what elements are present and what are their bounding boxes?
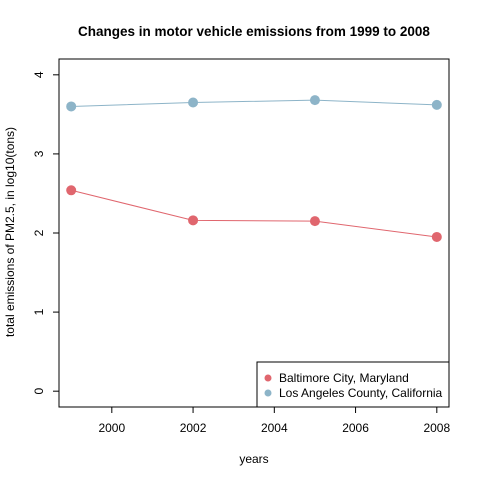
- y-tick-label: 2: [32, 229, 46, 236]
- data-point: [431, 99, 442, 110]
- data-point: [309, 216, 320, 227]
- x-tick-label: 2004: [261, 421, 288, 435]
- legend-label: Baltimore City, Maryland: [279, 371, 409, 385]
- plot-frame: [58, 58, 450, 408]
- legend-box: [256, 361, 450, 408]
- data-point: [66, 185, 77, 196]
- y-tick-label: 0: [32, 388, 46, 395]
- x-tick-label: 2006: [342, 421, 369, 435]
- legend-label: Los Angeles County, California: [279, 386, 443, 400]
- data-point: [188, 215, 199, 226]
- data-point: [309, 95, 320, 106]
- series-line-1: [71, 189, 437, 238]
- y-tick-label: 4: [32, 71, 46, 78]
- x-tick-label: 2002: [180, 421, 207, 435]
- x-tick-label: 2000: [98, 421, 125, 435]
- data-point: [66, 101, 77, 112]
- plot-area: 2000 2002 2004 2006 2008 0 1 2 3 4 Baltimore City,…: [32, 58, 450, 435]
- series-line-2: [71, 99, 437, 107]
- data-point: [431, 231, 442, 242]
- data-point: [188, 97, 199, 108]
- y-tick-label: 1: [32, 308, 46, 315]
- chart-title: Changes in motor vehicle emissions from …: [78, 24, 430, 39]
- x-axis-label: years: [239, 452, 268, 466]
- x-tick-label: 2008: [423, 421, 450, 435]
- y-tick-label: 3: [32, 150, 46, 157]
- legend-marker: [264, 389, 272, 397]
- legend-marker: [264, 374, 272, 382]
- y-axis-label: total emissions of PM2.5, in log10(tons): [3, 127, 17, 337]
